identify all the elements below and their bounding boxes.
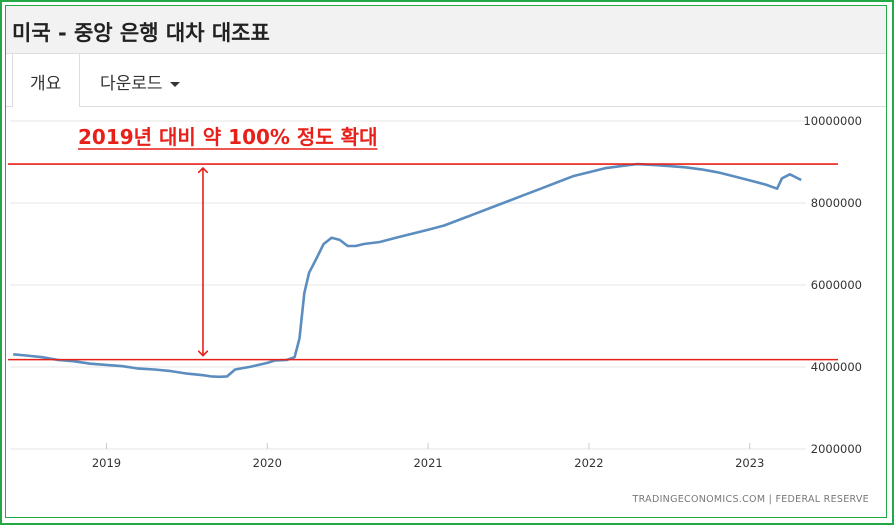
title-bar: 미국 - 중앙 은행 대차 대조표 [6,6,886,54]
x-tick-label: 2021 [413,456,442,470]
tab-row: 개요 다운로드 [6,54,886,107]
x-tick-label: 2023 [735,456,764,470]
chart-panel: 미국 - 중앙 은행 대차 대조표 개요 다운로드 [5,5,887,518]
y-tick-label: 2000000 [811,442,862,456]
tab-overview-label: 개요 [30,74,62,94]
annotation-text: 2019년 대비 약 100% 정도 확대 [78,125,377,149]
x-tick-label: 2019 [92,456,121,470]
x-tick-label: 2020 [253,456,282,470]
download-dropdown[interactable]: 다운로드 [100,69,180,94]
page-title: 미국 - 중앙 은행 대차 대조표 [12,21,270,45]
download-label: 다운로드 [100,74,163,94]
caret-down-icon [169,81,180,87]
series-line [13,162,802,379]
y-tick-label: 8000000 [811,196,862,210]
tab-overview[interactable]: 개요 [12,54,80,107]
source-credit: TRADINGECONOMICS.COM | FEDERAL RESERVE [632,494,869,505]
x-tick-label: 2022 [574,456,603,470]
y-tick-label: 10000000 [803,114,862,128]
y-tick-label: 6000000 [811,278,862,292]
y-tick-label: 4000000 [811,360,862,374]
